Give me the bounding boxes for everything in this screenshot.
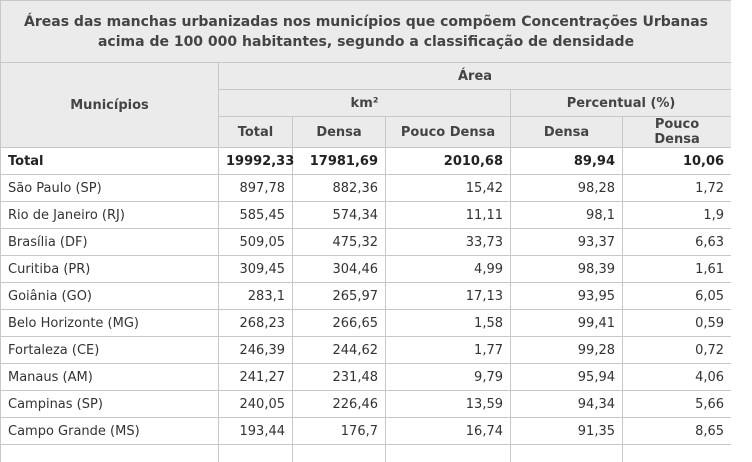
cell: 0,72: [621, 336, 731, 364]
cell: 585,45: [218, 201, 293, 229]
cell: [621, 444, 731, 462]
cell: 265,97: [292, 282, 386, 310]
cell: 8,65: [621, 417, 731, 445]
cell: 1,9: [621, 201, 731, 229]
column-header-row: Total Densa Pouco Densa Densa Pouco Densa: [1, 116, 731, 148]
cell: 16,74: [385, 417, 511, 445]
cell: 94,34: [510, 390, 623, 418]
cell: [0, 444, 219, 462]
row-label: Belo Horizonte (MG): [0, 309, 219, 337]
row-label: Rio de Janeiro (RJ): [0, 201, 219, 229]
row-label: Curitiba (PR): [0, 255, 219, 283]
data-table: Áreas das manchas urbanizadas nos municí…: [0, 0, 731, 462]
cell: 13,59: [385, 390, 511, 418]
table-row: Campinas (SP) 240,05 226,46 13,59 94,34 5,66: [0, 390, 731, 418]
cell: 246,39: [218, 336, 293, 364]
cell: 98,28: [510, 174, 623, 202]
cell: 33,73: [385, 228, 511, 256]
cell: 1,72: [621, 174, 731, 202]
cell: 15,42: [385, 174, 511, 202]
table-row: Campo Grande (MS) 193,44 176,7 16,74 91,35 8,…: [0, 417, 731, 445]
group-header: Percentual (%): [509, 89, 731, 117]
cell: 1,61: [621, 255, 731, 283]
cell: 475,32: [292, 228, 386, 256]
column-header: Pouco Densa: [385, 116, 511, 148]
cell: 10,06: [621, 147, 731, 175]
cell: 1,77: [385, 336, 511, 364]
cell: 882,36: [292, 174, 386, 202]
cell: 93,95: [510, 282, 623, 310]
table-row: Rio de Janeiro (RJ) 585,45 574,34 11,11 98,1…: [0, 201, 731, 229]
row-label: Manaus (AM): [0, 363, 219, 391]
row-label: São Paulo (SP): [0, 174, 219, 202]
cell: 240,05: [218, 390, 293, 418]
column-header: Total: [218, 116, 293, 148]
row-label: Goiânia (GO): [0, 282, 219, 310]
cell: 6,05: [621, 282, 731, 310]
cell: 4,99: [385, 255, 511, 283]
cell: 9,79: [385, 363, 511, 391]
cell: 231,48: [292, 363, 386, 391]
cell: 268,23: [218, 309, 293, 337]
table-row: Total 19992,33 17981,69 2010,68 89,94 10,06: [0, 147, 731, 175]
cell: 193,44: [218, 417, 293, 445]
cell: 98,39: [510, 255, 623, 283]
table-row: [0, 444, 731, 462]
cell: [218, 444, 293, 462]
cell: 98,1: [510, 201, 623, 229]
cell: 304,46: [292, 255, 386, 283]
cell: 0,59: [621, 309, 731, 337]
table-row: Fortaleza (CE) 246,39 244,62 1,77 99,28 0,72: [0, 336, 731, 364]
cell: 4,06: [621, 363, 731, 391]
cell: 91,35: [510, 417, 623, 445]
cell: 89,94: [510, 147, 623, 175]
table-row: Manaus (AM) 241,27 231,48 9,79 95,94 4,06: [0, 363, 731, 391]
cell: 17,13: [385, 282, 511, 310]
cell: 1,58: [385, 309, 511, 337]
group-header: Área: [217, 62, 731, 90]
table-title: Áreas das manchas urbanizadas nos municí…: [0, 0, 731, 63]
cell: [385, 444, 511, 462]
row-label: Fortaleza (CE): [0, 336, 219, 364]
table-row: Brasília (DF) 509,05 475,32 33,73 93,37 6,63: [0, 228, 731, 256]
cell: [510, 444, 623, 462]
cell: 509,05: [218, 228, 293, 256]
cell: 93,37: [510, 228, 623, 256]
cell: [292, 444, 386, 462]
column-header: Municípios: [0, 62, 219, 148]
row-label: Campo Grande (MS): [0, 417, 219, 445]
cell: 11,11: [385, 201, 511, 229]
cell: 17981,69: [292, 147, 386, 175]
row-label: Campinas (SP): [0, 390, 219, 418]
cell: 244,62: [292, 336, 386, 364]
table-row: Curitiba (PR) 309,45 304,46 4,99 98,39 1,61: [0, 255, 731, 283]
cell: 99,28: [510, 336, 623, 364]
cell: 2010,68: [385, 147, 511, 175]
cell: 226,46: [292, 390, 386, 418]
row-label: Total: [0, 147, 219, 175]
group-header: km²: [218, 89, 511, 117]
column-header: Pouco Densa: [621, 116, 731, 148]
cell: 19992,33: [218, 147, 294, 175]
table-row: Goiânia (GO) 283,1 265,97 17,13 93,95 6,05: [0, 282, 731, 310]
row-label: Brasília (DF): [0, 228, 219, 256]
cell: 897,78: [218, 174, 293, 202]
cell: 309,45: [218, 255, 293, 283]
cell: 176,7: [292, 417, 386, 445]
column-header: Densa: [510, 116, 623, 148]
cell: 6,63: [621, 228, 731, 256]
column-header: Densa: [292, 116, 386, 148]
table-row: São Paulo (SP) 897,78 882,36 15,42 98,28 1,72: [0, 174, 731, 202]
cell: 95,94: [510, 363, 623, 391]
table-wrap: Áreas das manchas urbanizadas nos municí…: [0, 0, 731, 462]
cell: 5,66: [621, 390, 731, 418]
cell: 283,1: [218, 282, 293, 310]
table-body: Total 19992,33 17981,69 2010,68 89,94 10,06 Sã…: [0, 147, 731, 462]
cell: 266,65: [292, 309, 386, 337]
table-row: Belo Horizonte (MG) 268,23 266,65 1,58 99,41…: [0, 309, 731, 337]
cell: 241,27: [218, 363, 293, 391]
cell: 99,41: [510, 309, 623, 337]
cell: 574,34: [292, 201, 386, 229]
